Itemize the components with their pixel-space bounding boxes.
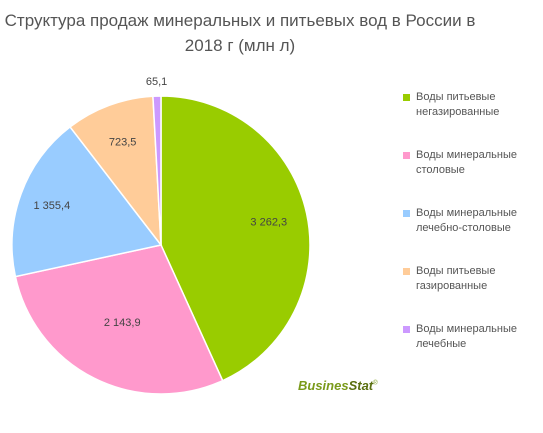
legend-item: Воды минеральные лечебно-столовые: [403, 206, 538, 264]
legend-item: Воды минеральные лечебные: [403, 322, 538, 380]
slice-value-label: 723,5: [109, 137, 137, 149]
slice-value-label: 65,1: [146, 76, 167, 88]
pie-slice: [152, 95, 162, 246]
pie-slice: [14, 244, 224, 395]
legend-label: Воды питьевые негазированные: [416, 91, 500, 118]
logo-part1: Busines: [298, 378, 349, 393]
legend-swatch: [403, 268, 410, 275]
legend-swatch: [403, 94, 410, 101]
legend-label: Воды минеральные лечебно-столовые: [416, 207, 517, 234]
legend-item: Воды минеральные столовые: [403, 148, 538, 206]
legend-label: Воды питьевые газированные: [416, 265, 496, 292]
legend-label: Воды минеральные столовые: [416, 149, 517, 176]
pie-slice: [160, 95, 311, 382]
legend-item: Воды питьевые негазированные: [403, 90, 538, 148]
legend-swatch: [403, 326, 410, 333]
slice-value-label: 1 355,4: [33, 200, 70, 212]
legend-swatch: [403, 152, 410, 159]
slice-value-label: 2 143,9: [104, 317, 141, 329]
legend-swatch: [403, 210, 410, 217]
chart-title: Структура продаж минеральных и питьевых …: [4, 11, 476, 55]
chart-legend: Воды питьевые негазированные Воды минерал…: [403, 90, 538, 380]
pie-slice: [69, 95, 162, 248]
logo-part2: Stat: [348, 378, 374, 393]
businesstat-logo: BusinesStat®: [298, 378, 378, 393]
legend-item: Воды питьевые газированные: [403, 264, 538, 322]
logo-mark: ®: [373, 380, 378, 387]
legend-label: Воды минеральные лечебные: [416, 323, 517, 350]
pie-slice: [11, 125, 163, 278]
slice-value-label: 3 262,3: [250, 217, 287, 229]
